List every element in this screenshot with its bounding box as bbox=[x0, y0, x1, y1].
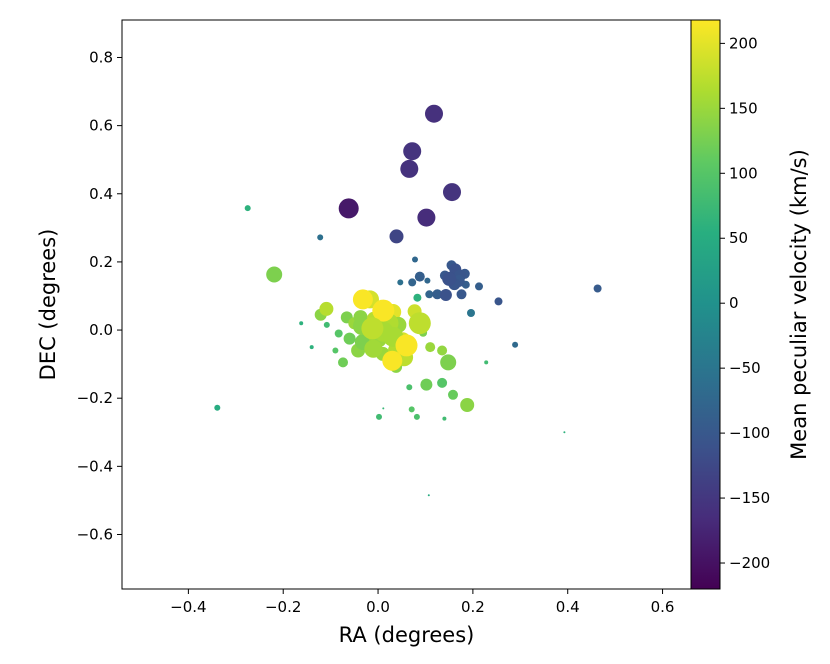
scatter-point bbox=[389, 229, 404, 244]
scatter-point bbox=[425, 342, 436, 353]
scatter-point bbox=[343, 332, 356, 345]
scatter-point bbox=[244, 205, 251, 212]
y-axis-label: DEC (degrees) bbox=[36, 229, 60, 381]
y-tick-label: −0.6 bbox=[77, 525, 113, 543]
scatter-point bbox=[352, 289, 373, 310]
scatter-point bbox=[448, 389, 458, 400]
y-tick-label: 0.4 bbox=[89, 185, 113, 203]
colorbar-label: Mean peculiar velocity (km/s) bbox=[787, 149, 811, 460]
scatter-point bbox=[338, 357, 348, 368]
scatter-point bbox=[382, 350, 403, 371]
colorbar-tick-label: 200 bbox=[729, 34, 758, 52]
scatter-point bbox=[442, 271, 457, 286]
scatter-point bbox=[400, 159, 419, 178]
scatter-point bbox=[413, 293, 422, 302]
scatter-point bbox=[338, 198, 359, 219]
scatter-point bbox=[372, 299, 395, 322]
scatter-point bbox=[408, 406, 415, 413]
scatter-point bbox=[319, 301, 334, 316]
scatter-point bbox=[417, 208, 436, 227]
scatter-point bbox=[214, 404, 221, 411]
scatter-point bbox=[406, 384, 413, 391]
x-axis-label: RA (degrees) bbox=[339, 623, 475, 647]
y-tick-label: 0.8 bbox=[89, 48, 113, 66]
scatter-point bbox=[443, 183, 461, 202]
colorbar-tick-label: −100 bbox=[729, 424, 770, 442]
scatter-point bbox=[266, 266, 283, 283]
scatter-point bbox=[414, 271, 425, 282]
scatter-point bbox=[456, 289, 467, 300]
y-tick-label: 0.0 bbox=[89, 321, 113, 339]
y-axis-ticks: −0.6 −0.4 −0.2 0.0 0.2 0.4 0.6 0.8 bbox=[77, 48, 122, 543]
scatter-point bbox=[334, 329, 343, 338]
scatter-point bbox=[475, 282, 483, 291]
colorbar-tick-label: −50 bbox=[729, 359, 761, 377]
scatter-point bbox=[323, 321, 330, 328]
scatter-point bbox=[439, 289, 452, 301]
scatter-point bbox=[364, 339, 383, 358]
x-tick-label: 0.2 bbox=[461, 598, 485, 616]
y-tick-label: −0.4 bbox=[77, 457, 113, 475]
scatter-point bbox=[361, 317, 384, 340]
scatter-point bbox=[425, 104, 443, 123]
colorbar-tick-label: 50 bbox=[729, 229, 748, 247]
scatter-point bbox=[467, 309, 475, 317]
y-tick-label: 0.2 bbox=[89, 253, 113, 271]
colorbar bbox=[690, 19, 721, 590]
scatter-point bbox=[494, 297, 503, 306]
scatter-point bbox=[440, 354, 457, 371]
scatter-point bbox=[317, 234, 324, 241]
scatter-point bbox=[437, 377, 448, 388]
colorbar-tick-label: 100 bbox=[729, 164, 758, 182]
x-tick-label: 0.6 bbox=[651, 598, 675, 616]
colorbar-ticks: −200 −150 −100 −50 0 50 100 150 200 bbox=[720, 34, 770, 572]
plot-area-background bbox=[122, 20, 691, 589]
scatter-point bbox=[442, 416, 447, 421]
scatter-point bbox=[376, 413, 382, 420]
scatter-point bbox=[460, 398, 475, 412]
y-tick-label: 0.6 bbox=[89, 117, 113, 135]
scatter-point bbox=[432, 289, 443, 300]
x-tick-label: 0.0 bbox=[366, 598, 390, 616]
scatter-point bbox=[299, 321, 304, 326]
scatter-point bbox=[309, 345, 314, 350]
scatter-point bbox=[408, 312, 431, 335]
scatter-point bbox=[593, 284, 602, 293]
scatter-point bbox=[412, 256, 418, 263]
scatter-point bbox=[563, 431, 566, 434]
scatter-points bbox=[214, 104, 602, 497]
colorbar-tick-label: −200 bbox=[729, 554, 770, 572]
scatter-point bbox=[484, 360, 489, 365]
scatter-point bbox=[413, 413, 420, 420]
scatter-point bbox=[395, 334, 418, 357]
colorbar-tick-label: 0 bbox=[729, 294, 739, 312]
x-tick-label: −0.4 bbox=[170, 598, 206, 616]
x-tick-label: 0.4 bbox=[556, 598, 580, 616]
y-tick-label: −0.2 bbox=[77, 389, 113, 407]
x-axis-ticks: −0.4 −0.2 0.0 0.2 0.4 0.6 bbox=[170, 589, 674, 616]
x-tick-label: −0.2 bbox=[265, 598, 301, 616]
scatter-point bbox=[420, 378, 433, 391]
scatter-point bbox=[424, 277, 431, 284]
scatter-point bbox=[427, 494, 430, 497]
scatter-point bbox=[382, 407, 385, 410]
scatter-point bbox=[408, 278, 417, 287]
colorbar-tick-label: 150 bbox=[729, 99, 758, 117]
scatter-point bbox=[437, 345, 448, 356]
scatter-point bbox=[512, 341, 519, 348]
scatter-point bbox=[425, 290, 434, 299]
scatter-point bbox=[397, 279, 404, 286]
colorbar-tick-label: −150 bbox=[729, 489, 770, 507]
scatter-point bbox=[403, 142, 422, 161]
scatter-point bbox=[332, 347, 339, 354]
